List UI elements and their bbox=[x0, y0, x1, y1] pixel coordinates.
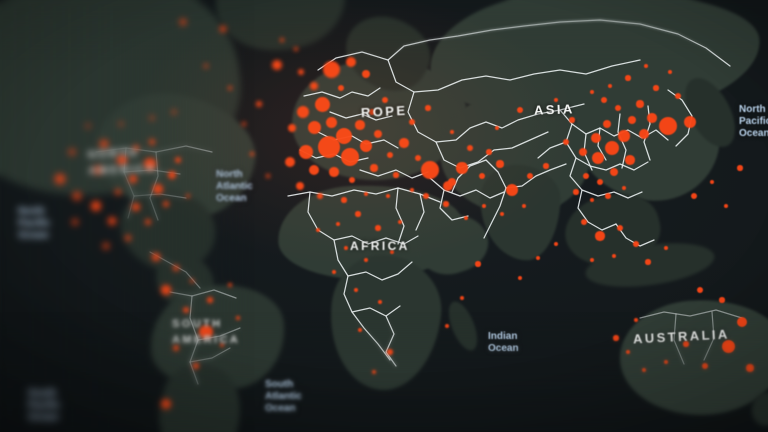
case-marker[interactable] bbox=[256, 101, 262, 107]
case-marker[interactable] bbox=[569, 117, 575, 123]
case-marker[interactable] bbox=[297, 106, 309, 118]
case-marker[interactable] bbox=[583, 173, 589, 179]
case-marker[interactable] bbox=[421, 161, 439, 179]
case-marker[interactable] bbox=[601, 97, 607, 103]
case-marker[interactable] bbox=[486, 149, 492, 155]
case-marker[interactable] bbox=[285, 157, 295, 167]
case-marker[interactable] bbox=[645, 259, 651, 265]
case-marker[interactable] bbox=[633, 241, 639, 247]
case-marker[interactable] bbox=[659, 117, 677, 135]
case-marker[interactable] bbox=[360, 140, 372, 152]
case-marker[interactable] bbox=[464, 216, 468, 220]
case-marker[interactable] bbox=[496, 160, 504, 168]
case-marker[interactable] bbox=[543, 163, 549, 169]
case-marker[interactable] bbox=[310, 82, 318, 90]
depth-of-field-top bbox=[0, 0, 768, 60]
case-marker[interactable] bbox=[370, 164, 378, 172]
case-marker[interactable] bbox=[527, 173, 533, 179]
case-marker[interactable] bbox=[617, 225, 623, 231]
case-marker[interactable] bbox=[475, 261, 481, 267]
depth-of-field-bottom bbox=[0, 312, 768, 432]
case-marker[interactable] bbox=[329, 167, 339, 177]
case-marker[interactable] bbox=[341, 148, 359, 166]
case-marker[interactable] bbox=[443, 201, 449, 207]
case-marker[interactable] bbox=[393, 172, 399, 178]
case-marker[interactable] bbox=[628, 116, 636, 124]
case-marker[interactable] bbox=[355, 211, 361, 217]
case-marker[interactable] bbox=[675, 93, 681, 99]
case-marker[interactable] bbox=[322, 60, 340, 78]
case-marker[interactable] bbox=[390, 250, 394, 254]
case-marker[interactable] bbox=[415, 155, 421, 161]
case-marker[interactable] bbox=[595, 231, 605, 241]
case-marker[interactable] bbox=[325, 116, 337, 128]
case-marker[interactable] bbox=[318, 136, 340, 158]
case-marker[interactable] bbox=[299, 145, 313, 159]
case-marker[interactable] bbox=[314, 96, 330, 112]
case-marker[interactable] bbox=[341, 197, 347, 203]
case-marker[interactable] bbox=[266, 174, 270, 178]
case-marker[interactable] bbox=[591, 133, 601, 143]
case-marker[interactable] bbox=[382, 97, 388, 103]
case-marker[interactable] bbox=[517, 107, 523, 113]
case-marker[interactable] bbox=[737, 165, 743, 171]
case-marker[interactable] bbox=[423, 193, 429, 199]
case-marker[interactable] bbox=[456, 162, 468, 174]
case-marker[interactable] bbox=[298, 69, 304, 75]
case-marker[interactable] bbox=[467, 145, 473, 151]
case-marker[interactable] bbox=[448, 178, 456, 186]
case-marker[interactable] bbox=[605, 193, 611, 199]
case-marker[interactable] bbox=[332, 270, 336, 274]
case-marker[interactable] bbox=[506, 184, 518, 196]
case-marker[interactable] bbox=[653, 85, 659, 91]
case-marker[interactable] bbox=[684, 116, 696, 128]
case-marker[interactable] bbox=[647, 113, 657, 123]
case-marker[interactable] bbox=[482, 204, 486, 208]
case-marker[interactable] bbox=[625, 75, 631, 81]
case-marker[interactable] bbox=[399, 138, 409, 148]
case-marker[interactable] bbox=[296, 182, 304, 190]
case-marker[interactable] bbox=[636, 100, 644, 108]
case-marker[interactable] bbox=[387, 152, 393, 158]
case-marker[interactable] bbox=[317, 193, 323, 199]
case-marker[interactable] bbox=[307, 120, 321, 134]
case-marker[interactable] bbox=[355, 120, 365, 130]
case-marker[interactable] bbox=[610, 168, 618, 176]
case-marker[interactable] bbox=[375, 225, 381, 231]
case-marker[interactable] bbox=[691, 193, 697, 199]
case-marker[interactable] bbox=[625, 155, 635, 165]
case-marker[interactable] bbox=[618, 130, 630, 142]
case-marker[interactable] bbox=[536, 256, 540, 260]
case-marker[interactable] bbox=[573, 189, 579, 195]
case-marker[interactable] bbox=[378, 300, 382, 304]
case-marker[interactable] bbox=[719, 297, 725, 303]
case-marker[interactable] bbox=[425, 105, 431, 111]
case-marker[interactable] bbox=[605, 141, 619, 155]
